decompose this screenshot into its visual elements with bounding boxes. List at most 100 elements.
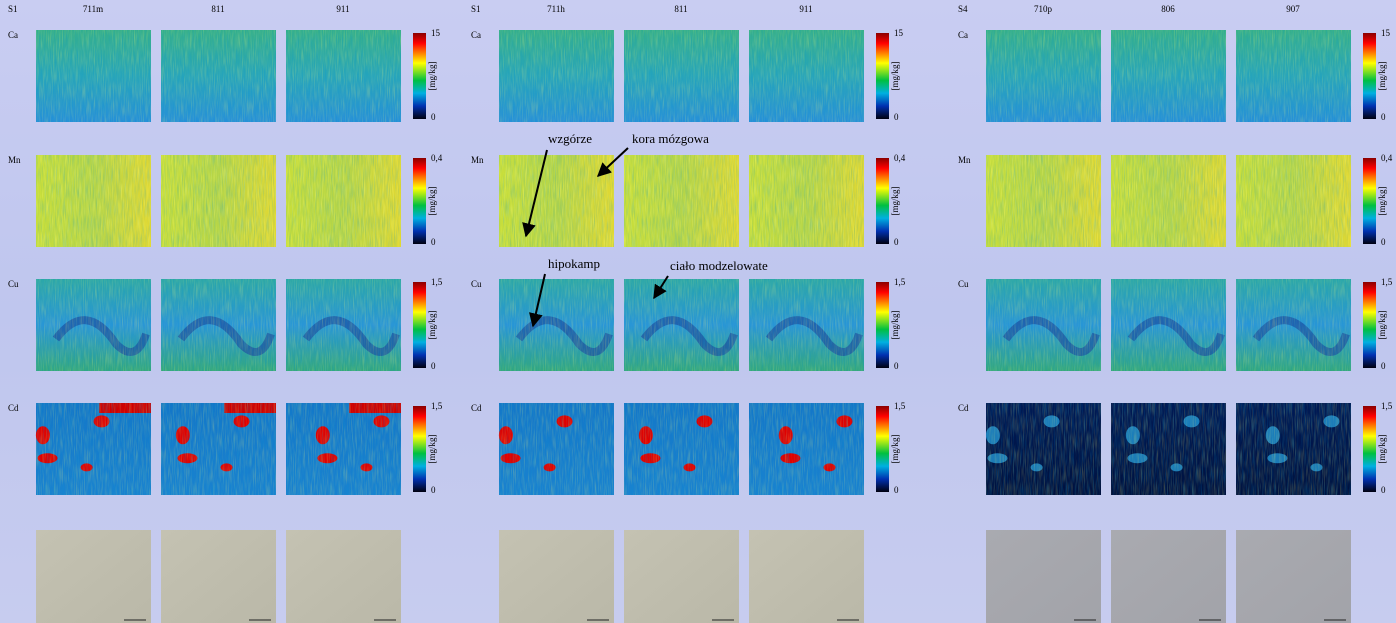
colorbar-max: 1,5	[431, 277, 443, 287]
texture	[986, 403, 1101, 495]
element-map	[286, 279, 401, 371]
element-map	[286, 403, 401, 495]
element-map	[161, 403, 276, 495]
annotation: hipokamp	[548, 256, 600, 271]
texture	[36, 155, 151, 247]
element-map	[36, 403, 151, 495]
colorbar-max: 0,4	[894, 153, 906, 163]
texture	[161, 30, 276, 122]
colorbar-max: 1,5	[1381, 277, 1393, 287]
colorbar-max: 1,5	[894, 277, 906, 287]
column-label: 911	[336, 4, 349, 14]
unit-label: [mg/kg]	[890, 435, 900, 464]
element-map	[624, 30, 739, 122]
element-map	[986, 30, 1101, 122]
unit-label: [mg/kg]	[427, 435, 437, 464]
micrograph	[1236, 530, 1351, 623]
texture	[286, 30, 401, 122]
texture	[1236, 403, 1351, 495]
texture	[749, 403, 864, 495]
element-label: Cu	[471, 279, 482, 289]
element-map	[499, 279, 614, 371]
element-map	[986, 279, 1101, 371]
colorbar	[876, 33, 889, 119]
texture	[749, 30, 864, 122]
unit-label: [mg/kg]	[890, 62, 900, 91]
texture	[161, 155, 276, 247]
texture	[1236, 279, 1351, 371]
texture	[1111, 403, 1226, 495]
texture	[1111, 155, 1226, 247]
element-map	[1236, 30, 1351, 122]
element-map	[286, 155, 401, 247]
element-map	[1111, 403, 1226, 495]
texture	[1111, 279, 1226, 371]
element-label: Cu	[8, 279, 19, 289]
colorbar-min: 0	[894, 361, 899, 371]
element-map	[499, 155, 614, 247]
colorbar	[413, 33, 426, 119]
unit-label: [mg/kg]	[1377, 311, 1387, 340]
column-label: 907	[1286, 4, 1300, 14]
colorbar-min: 0	[1381, 112, 1386, 122]
element-map	[36, 30, 151, 122]
element-label: Ca	[471, 30, 481, 40]
texture	[286, 155, 401, 247]
column-label: 710p	[1034, 4, 1053, 14]
element-label: Ca	[8, 30, 18, 40]
micrograph	[161, 530, 276, 623]
sample-label: S4	[958, 4, 968, 14]
element-map	[1111, 279, 1226, 371]
texture	[1236, 30, 1351, 122]
figure: S1711m811911Ca150[mg/kg]Mn0,40[mg/kg]Cu1…	[0, 0, 1396, 623]
element-map	[36, 155, 151, 247]
column-label: 911	[799, 4, 812, 14]
texture	[986, 155, 1101, 247]
element-label: Cd	[8, 403, 19, 413]
element-map	[624, 403, 739, 495]
element-map	[161, 155, 276, 247]
element-label: Cu	[958, 279, 969, 289]
element-map	[36, 279, 151, 371]
texture	[36, 279, 151, 371]
texture	[624, 30, 739, 122]
colorbar	[413, 158, 426, 244]
element-map	[1111, 155, 1226, 247]
colorbar-min: 0	[1381, 361, 1386, 371]
element-map	[749, 155, 864, 247]
colorbar	[413, 282, 426, 368]
element-map	[499, 403, 614, 495]
sample-label: S1	[471, 4, 481, 14]
element-map	[161, 279, 276, 371]
texture	[624, 155, 739, 247]
unit-label: [mg/kg]	[1377, 435, 1387, 464]
element-map	[161, 30, 276, 122]
micrograph	[986, 530, 1101, 623]
element-map	[749, 403, 864, 495]
texture	[749, 155, 864, 247]
colorbar	[876, 282, 889, 368]
colorbar	[1363, 406, 1376, 492]
colorbar-min: 0	[894, 112, 899, 122]
column-label: 811	[674, 4, 687, 14]
annotation: kora mózgowa	[632, 131, 709, 146]
texture	[286, 279, 401, 371]
colorbar-min: 0	[1381, 485, 1386, 495]
texture	[1111, 30, 1226, 122]
texture	[499, 155, 614, 247]
column-label: 811	[211, 4, 224, 14]
element-label: Mn	[8, 155, 21, 165]
element-map	[1236, 279, 1351, 371]
texture	[749, 279, 864, 371]
unit-label: [mg/kg]	[427, 187, 437, 216]
texture	[986, 30, 1101, 122]
annotation: ciało modzelowate	[670, 258, 768, 273]
column-label: 711m	[83, 4, 103, 14]
texture	[286, 403, 401, 495]
element-map	[749, 279, 864, 371]
column-label: 806	[1161, 4, 1175, 14]
unit-label: [mg/kg]	[1377, 187, 1387, 216]
micrograph	[749, 530, 864, 623]
colorbar-max: 0,4	[1381, 153, 1393, 163]
micrograph	[286, 530, 401, 623]
